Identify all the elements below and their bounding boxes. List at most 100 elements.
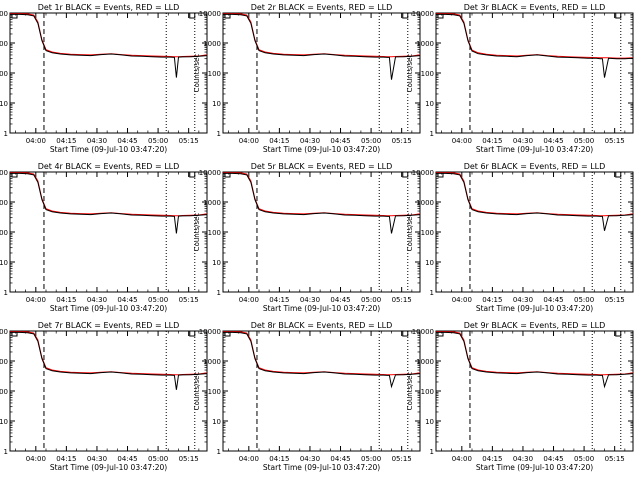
y-tick-label: 10000 (412, 10, 434, 18)
x-tick-label: 04:45 (117, 455, 137, 463)
x-tick-label: 05:00 (148, 296, 168, 304)
x-tick-label: 04:45 (543, 137, 563, 145)
x-tick-label: 05:00 (361, 455, 381, 463)
x-axis-label: Start Time (09-Jul-10 03:47:20) (263, 463, 380, 472)
x-tick-label: 05:00 (361, 296, 381, 304)
lld-series-line (436, 331, 634, 376)
x-tick-label: 05:15 (179, 296, 199, 304)
y-tick-label: 100 (421, 229, 434, 237)
x-axis-label: Start Time (09-Jul-10 03:47:20) (50, 463, 167, 472)
y-axis-label: Counts/sec (193, 213, 201, 252)
events-series-line (223, 331, 421, 389)
y-tick-label: 10000 (0, 169, 8, 177)
y-tick-label: 1000 (203, 40, 221, 48)
y-tick-label: 10000 (0, 328, 8, 336)
events-series-line (223, 172, 421, 234)
interval-marker (402, 13, 409, 19)
events-series-line (436, 172, 634, 231)
y-tick-label: 1 (217, 130, 221, 138)
y-tick-label: 10 (425, 100, 434, 108)
panel-9: Det 9r BLACK = Events, RED = LLD 1 10 100 10… (406, 321, 634, 472)
panel-title: Det 4r BLACK = Events, RED = LLD (38, 162, 180, 171)
x-tick-label: 04:15 (269, 296, 289, 304)
x-axis-label: Start Time (09-Jul-10 03:47:20) (50, 145, 167, 154)
x-tick-label: 04:30 (300, 137, 320, 145)
x-tick-label: 04:30 (87, 296, 107, 304)
y-tick-label: 10000 (412, 169, 434, 177)
events-series-line (10, 331, 208, 390)
events-series-line (10, 172, 208, 234)
x-tick-label: 04:45 (330, 296, 350, 304)
interval-marker (437, 172, 444, 178)
x-tick-label: 04:00 (239, 455, 259, 463)
y-tick-label: 10 (212, 100, 221, 108)
y-tick-label: 10 (0, 259, 8, 267)
x-tick-label: 04:30 (87, 137, 107, 145)
y-tick-label: 1000 (0, 199, 8, 207)
x-tick-label: 05:15 (392, 296, 412, 304)
panel-2: Det 2r BLACK = Events, RED = LLD 1 10 100 10… (193, 3, 421, 154)
interval-marker (402, 331, 409, 337)
lld-series-line (436, 172, 634, 217)
x-tick-label: 05:15 (605, 137, 625, 145)
y-tick-label: 1000 (0, 40, 8, 48)
x-tick-label: 05:15 (392, 137, 412, 145)
x-tick-label: 04:45 (330, 137, 350, 145)
x-tick-label: 05:00 (148, 455, 168, 463)
events-series-line (436, 13, 634, 78)
x-tick-label: 04:15 (56, 296, 76, 304)
y-tick-label: 10 (212, 418, 221, 426)
x-tick-label: 04:45 (330, 455, 350, 463)
panel-8: Det 8r BLACK = Events, RED = LLD 1 10 100 10… (193, 321, 421, 472)
interval-marker (11, 331, 18, 337)
interval-marker (189, 172, 196, 178)
x-tick-label: 04:00 (26, 137, 46, 145)
y-tick-label: 1000 (416, 40, 434, 48)
lld-series-line (10, 331, 208, 376)
interval-marker (11, 13, 18, 19)
interval-marker (224, 13, 231, 19)
y-tick-label: 10 (425, 418, 434, 426)
interval-marker (224, 172, 231, 178)
x-tick-label: 05:15 (179, 137, 199, 145)
y-tick-label: 1000 (416, 199, 434, 207)
interval-marker (189, 13, 196, 19)
y-tick-label: 10 (0, 418, 8, 426)
interval-marker (615, 13, 622, 19)
y-tick-label: 100 (421, 388, 434, 396)
x-tick-label: 05:15 (179, 455, 199, 463)
x-tick-label: 04:15 (269, 137, 289, 145)
x-tick-label: 04:15 (56, 455, 76, 463)
y-tick-label: 1 (430, 448, 434, 456)
events-series-line (10, 13, 208, 78)
y-tick-label: 1 (4, 289, 8, 297)
x-tick-label: 04:30 (300, 455, 320, 463)
lld-series-line (10, 172, 208, 217)
x-tick-label: 05:15 (605, 296, 625, 304)
x-tick-label: 05:00 (574, 137, 594, 145)
interval-marker (615, 331, 622, 337)
y-tick-label: 1 (4, 130, 8, 138)
y-tick-label: 100 (0, 70, 8, 78)
panel-title: Det 2r BLACK = Events, RED = LLD (251, 3, 393, 12)
panel-title: Det 6r BLACK = Events, RED = LLD (464, 162, 606, 171)
y-tick-label: 1000 (203, 358, 221, 366)
y-axis-label: Counts/sec (193, 54, 201, 93)
x-tick-label: 04:00 (452, 296, 472, 304)
x-tick-label: 05:00 (574, 455, 594, 463)
panel-title: Det 3r BLACK = Events, RED = LLD (464, 3, 606, 12)
x-tick-label: 05:15 (605, 455, 625, 463)
x-axis-label: Start Time (09-Jul-10 03:47:20) (476, 145, 593, 154)
y-tick-label: 10000 (199, 328, 221, 336)
y-axis-label: Counts/sec (406, 372, 414, 411)
x-tick-label: 04:15 (482, 137, 502, 145)
x-tick-label: 04:45 (543, 296, 563, 304)
x-tick-label: 04:15 (269, 455, 289, 463)
y-tick-label: 10000 (0, 10, 8, 18)
interval-marker (189, 331, 196, 337)
y-tick-label: 10000 (199, 10, 221, 18)
x-tick-label: 04:00 (239, 296, 259, 304)
panel-title: Det 9r BLACK = Events, RED = LLD (464, 321, 606, 330)
y-tick-label: 100 (208, 229, 221, 237)
